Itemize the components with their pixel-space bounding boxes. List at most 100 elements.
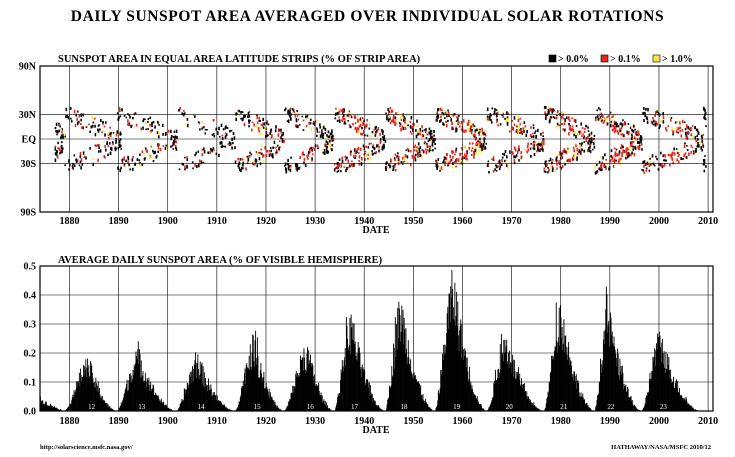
area-bar <box>618 379 620 411</box>
butterfly-mark <box>642 111 644 115</box>
area-bar <box>193 364 195 411</box>
butterfly-mark <box>388 118 390 121</box>
butterfly-mark <box>70 117 72 120</box>
butterfly-mark <box>388 115 391 119</box>
butterfly-mark <box>166 144 169 148</box>
butterfly-mark <box>65 115 67 118</box>
butterfly-mark <box>460 120 463 125</box>
butterfly-mark <box>633 124 635 128</box>
area-bar <box>161 402 163 411</box>
butterfly-mark <box>578 130 580 133</box>
area-bar <box>649 372 651 411</box>
butterfly-mark <box>568 158 570 163</box>
butterfly-mark <box>329 132 332 136</box>
butterfly-mark <box>260 148 262 151</box>
butterfly-mark <box>191 161 194 164</box>
area-bar <box>66 408 68 411</box>
area-bar <box>111 408 113 411</box>
butterfly-mark <box>662 154 665 158</box>
area-bar <box>295 374 297 411</box>
butterfly-mark <box>475 152 478 155</box>
butterfly-mark <box>354 122 357 124</box>
butterfly-mark <box>340 164 342 168</box>
butterfly-mark <box>623 134 625 138</box>
butterfly-mark <box>523 127 526 130</box>
butterfly-mark <box>437 108 439 112</box>
footer-url: http://solarscience.msfc.nasa.gov/ <box>40 444 133 451</box>
butterfly-mark <box>470 149 473 152</box>
butterfly-mark <box>520 128 522 130</box>
butterfly-mark <box>497 124 499 127</box>
butterfly-mark <box>428 131 430 135</box>
area-bar <box>367 387 369 411</box>
butterfly-wing-2 <box>116 106 178 173</box>
butterfly-mark <box>455 126 457 129</box>
butterfly-mark <box>262 122 264 125</box>
area-bar <box>337 397 338 411</box>
butterfly-mark <box>257 152 259 156</box>
area-bar <box>442 360 444 411</box>
butterfly-mark <box>327 135 330 138</box>
area-bar <box>413 378 415 411</box>
area-bar <box>203 385 205 411</box>
area-bar <box>197 354 199 411</box>
area-bar <box>458 350 460 411</box>
area-bar <box>296 376 298 411</box>
butterfly-mark <box>544 170 547 173</box>
butterfly-mark <box>64 164 66 167</box>
area-bar <box>544 408 546 411</box>
butterfly-mark <box>671 127 673 131</box>
area-bar <box>430 408 432 411</box>
butterfly-mark <box>622 119 624 122</box>
area-bar <box>199 375 201 411</box>
butterfly-mark <box>656 110 658 113</box>
area-bar <box>437 400 439 411</box>
butterfly-mark <box>250 153 253 156</box>
area-bar <box>178 408 180 411</box>
butterfly-mark <box>114 148 117 152</box>
butterfly-mark <box>58 122 60 125</box>
area-bar <box>364 385 366 411</box>
butterfly-mark <box>327 130 330 134</box>
area-bar <box>512 354 514 411</box>
butterfly-mark <box>486 115 489 118</box>
area-bar <box>397 307 399 411</box>
butterfly-mark <box>519 131 521 134</box>
butterfly-mark <box>446 114 449 117</box>
cycle-label-19: 19 <box>453 403 461 411</box>
butterfly-mark <box>239 158 242 161</box>
area-bar <box>60 409 61 411</box>
area-bar <box>607 333 608 411</box>
area-bar <box>306 354 308 411</box>
area-bar <box>241 386 243 411</box>
butterfly-mark <box>178 168 181 171</box>
butterfly-mark <box>341 156 344 160</box>
area-bar <box>347 347 349 411</box>
butterfly-mark <box>331 148 333 151</box>
butterfly-mark <box>260 123 263 126</box>
butterfly-mark <box>502 115 505 118</box>
area-bar <box>418 382 420 411</box>
butterfly-mark <box>659 163 662 167</box>
butterfly-mark <box>256 115 259 120</box>
butterfly-mark <box>262 154 265 158</box>
butterfly-mark <box>600 112 603 115</box>
area-bar <box>481 408 483 411</box>
butterfly-mark <box>479 140 481 143</box>
area-bar <box>684 400 686 411</box>
butterfly-mark <box>599 168 602 172</box>
area-bar <box>681 397 683 411</box>
area-bar <box>288 401 290 411</box>
area-bar <box>575 374 577 411</box>
area-bar <box>442 353 443 411</box>
area-bar <box>500 369 502 411</box>
butterfly-mark <box>686 149 689 152</box>
butterfly-mark <box>428 138 431 142</box>
area-bar <box>489 405 491 411</box>
butterfly-mark <box>560 123 563 126</box>
area-bar <box>125 387 127 411</box>
area-bar <box>406 348 407 411</box>
butterfly-mark <box>623 122 626 126</box>
area-bar <box>450 297 452 411</box>
area-bar <box>496 380 498 411</box>
